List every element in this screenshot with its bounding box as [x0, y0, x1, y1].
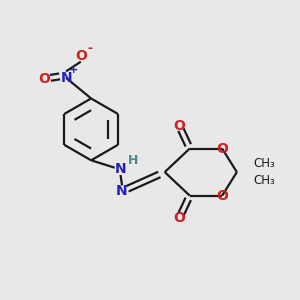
- Text: O: O: [38, 72, 50, 86]
- Text: CH₃: CH₃: [253, 174, 275, 187]
- Text: O: O: [216, 142, 228, 155]
- Text: N: N: [115, 162, 126, 176]
- Text: N: N: [60, 71, 72, 85]
- Text: CH₃: CH₃: [253, 157, 275, 170]
- Text: H: H: [128, 154, 138, 167]
- Text: -: -: [88, 42, 93, 55]
- Text: O: O: [216, 189, 228, 202]
- Text: O: O: [75, 49, 87, 63]
- Text: +: +: [69, 64, 78, 75]
- Text: O: O: [173, 119, 185, 134]
- Text: N: N: [116, 184, 128, 198]
- Text: O: O: [173, 211, 185, 225]
